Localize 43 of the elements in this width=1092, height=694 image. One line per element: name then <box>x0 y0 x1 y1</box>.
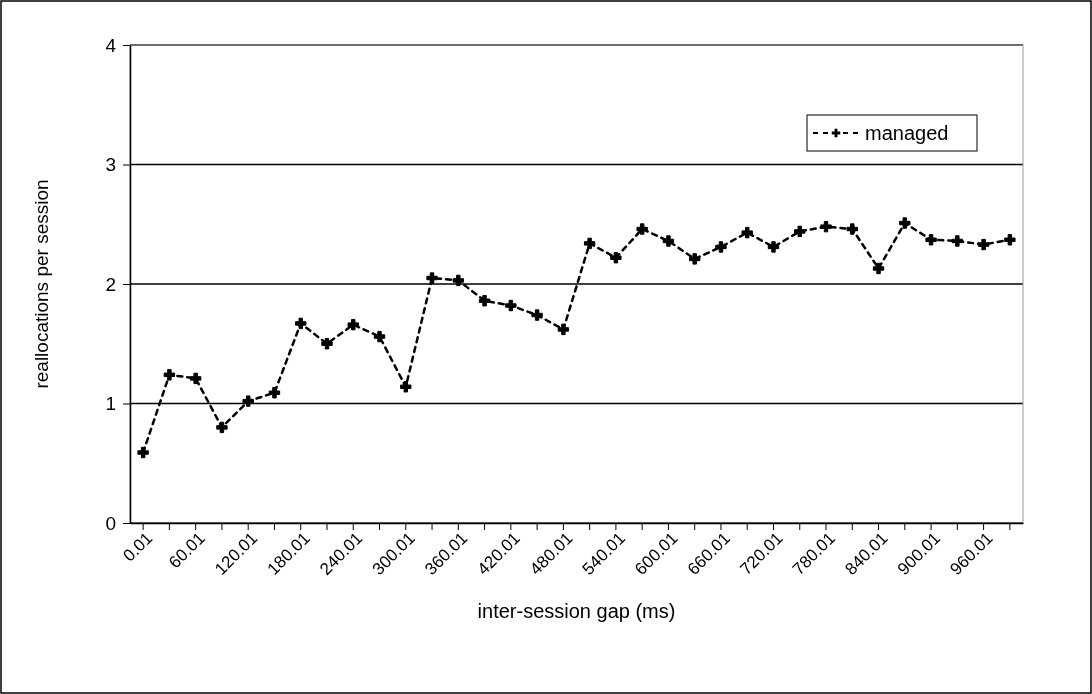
point <box>373 330 386 343</box>
point <box>583 237 596 250</box>
point <box>1004 234 1016 246</box>
point <box>741 226 753 239</box>
point <box>163 369 176 381</box>
point <box>505 299 517 312</box>
y-tick-label: 0 <box>105 512 116 534</box>
point <box>189 372 202 385</box>
point <box>820 220 832 233</box>
point <box>662 235 675 247</box>
point <box>347 318 359 331</box>
y-tick-label: 1 <box>105 393 116 415</box>
point <box>557 323 570 336</box>
point <box>636 223 648 235</box>
point <box>242 395 254 407</box>
point <box>452 274 464 287</box>
x-axis-title: inter-session gap (ms) <box>477 600 676 622</box>
y-tick-label: 2 <box>105 273 116 295</box>
point <box>794 225 806 238</box>
legend-label: managed <box>865 122 949 144</box>
y-tick-label: 3 <box>105 154 116 176</box>
point <box>872 262 885 275</box>
point <box>715 241 727 253</box>
y-tick-label: 4 <box>105 34 117 56</box>
point <box>899 217 911 229</box>
point <box>295 317 307 330</box>
point <box>767 241 780 253</box>
x-tick-label: 0.01 <box>119 528 157 566</box>
point <box>951 235 964 247</box>
point <box>531 309 543 321</box>
point <box>400 381 412 393</box>
point <box>478 295 491 307</box>
point <box>925 234 937 246</box>
point <box>846 223 858 235</box>
y-axis-title: reallocations per session <box>31 179 52 389</box>
point <box>216 421 228 434</box>
point <box>977 238 990 251</box>
point <box>610 252 622 264</box>
point <box>137 446 149 459</box>
point <box>321 338 333 350</box>
point <box>268 387 281 399</box>
point <box>426 272 438 284</box>
point <box>689 253 701 265</box>
